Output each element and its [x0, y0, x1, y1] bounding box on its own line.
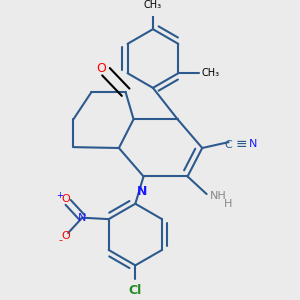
Text: H: H — [224, 199, 232, 209]
Text: O: O — [61, 194, 70, 205]
Text: +: + — [56, 190, 63, 200]
Text: N: N — [137, 185, 147, 198]
Text: ≡: ≡ — [235, 137, 247, 152]
Text: NH: NH — [210, 190, 226, 200]
Text: O: O — [61, 231, 70, 241]
Text: N: N — [78, 213, 86, 223]
Text: Cl: Cl — [129, 284, 142, 297]
Text: CH₃: CH₃ — [201, 68, 219, 78]
Text: N: N — [249, 140, 258, 149]
Text: C: C — [225, 140, 232, 150]
Text: O: O — [96, 62, 106, 75]
Text: -: - — [58, 235, 62, 245]
Text: CH₃: CH₃ — [144, 0, 162, 10]
